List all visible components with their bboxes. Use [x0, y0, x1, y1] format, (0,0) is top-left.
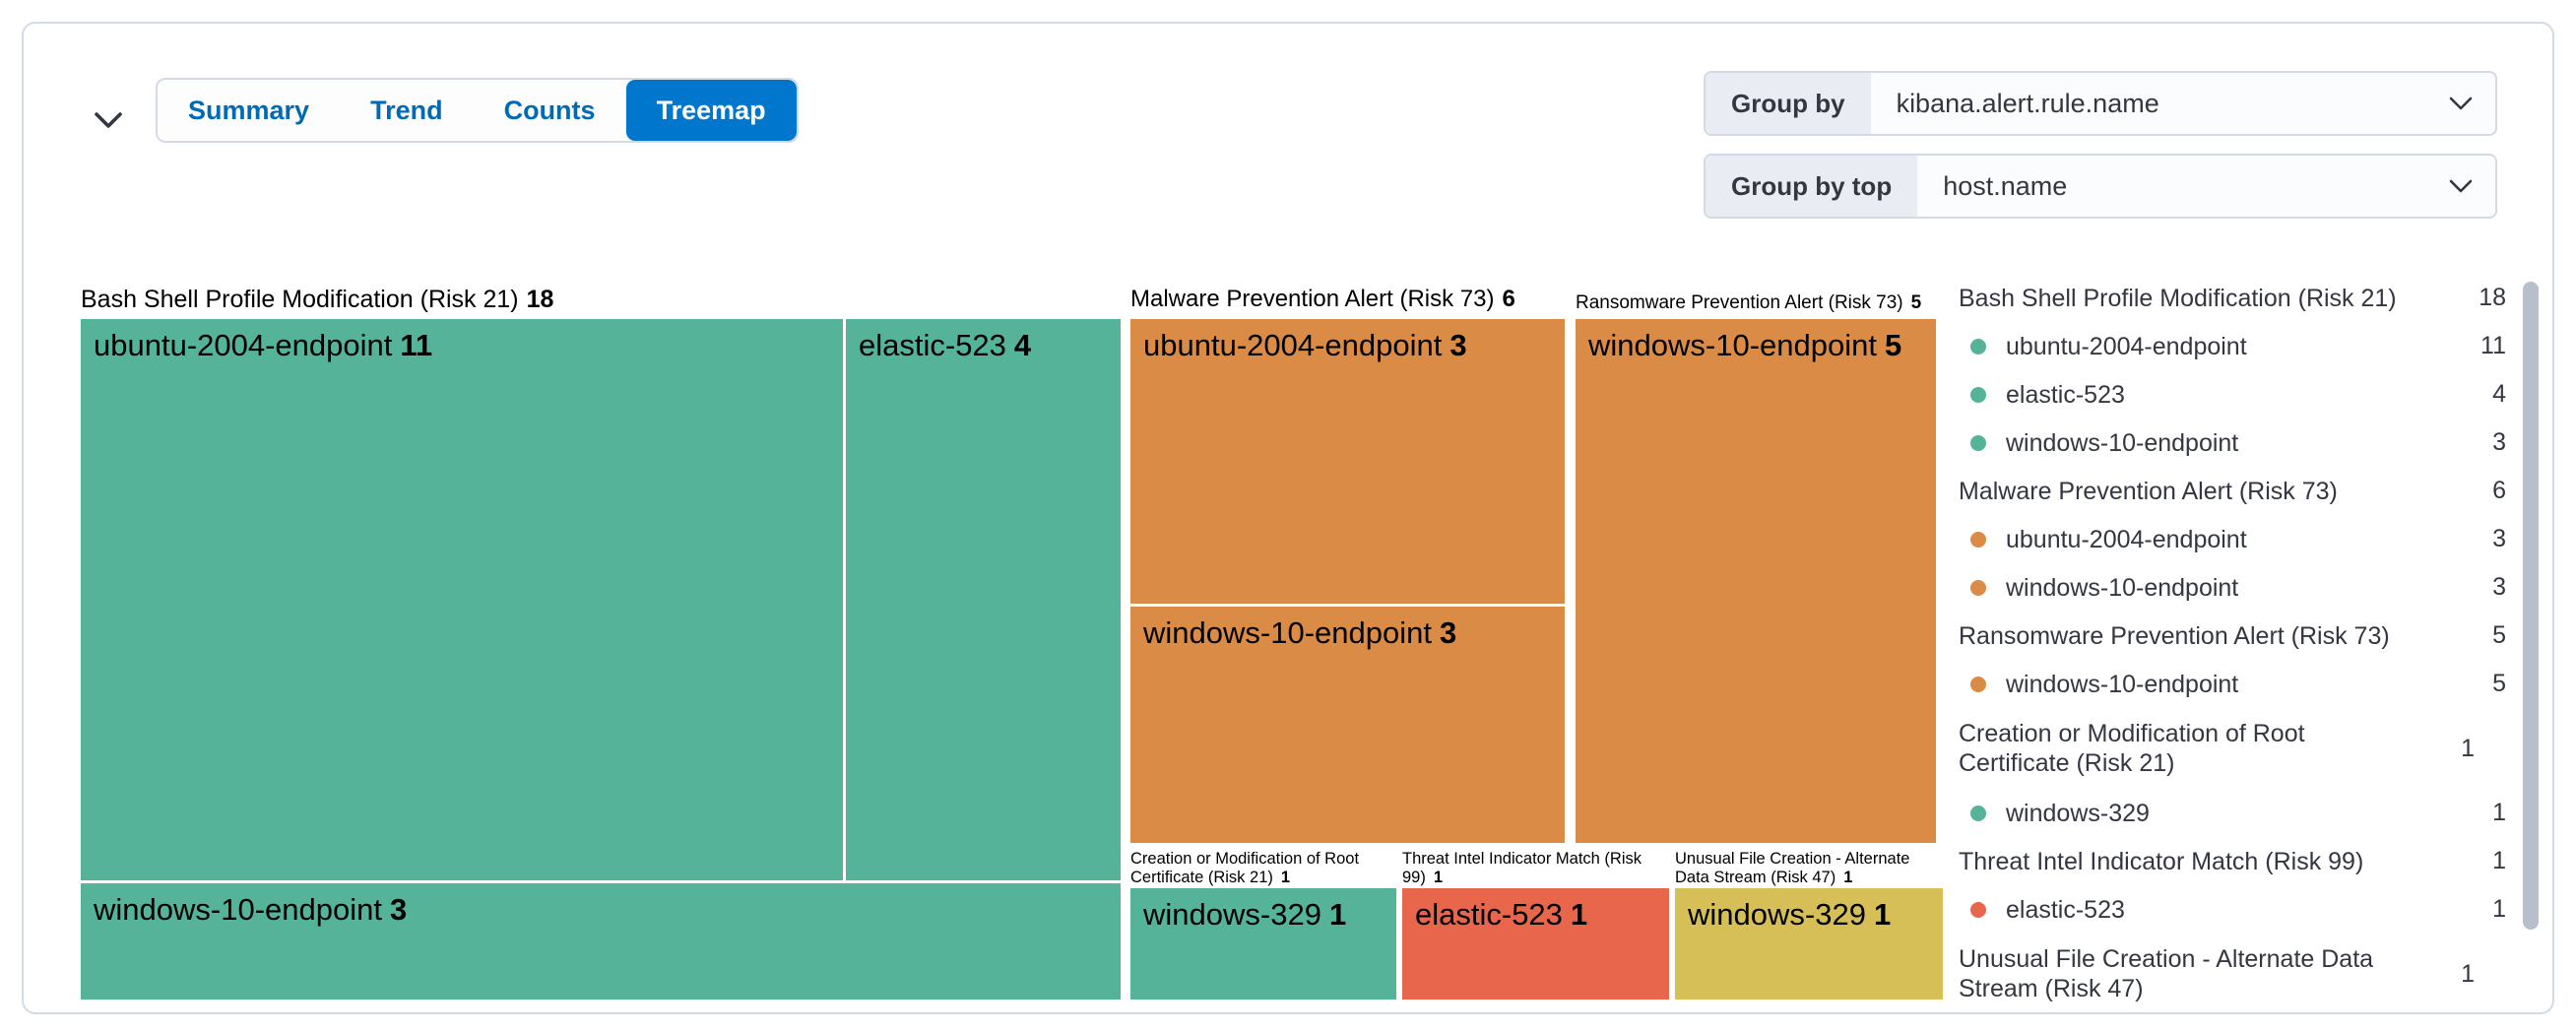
legend-color-dot: [1970, 676, 1986, 692]
treemap-cell[interactable]: elastic-523 4: [846, 319, 1121, 880]
treemap-group-header: Malware Prevention Alert (Risk 73) 6: [1130, 286, 1515, 313]
legend-color-dot: [1970, 338, 1986, 355]
legend-color-dot: [1970, 531, 1986, 548]
legend-group-item[interactable]: Threat Intel Indicator Match (Risk 99) 1: [1959, 847, 2506, 875]
legend-item[interactable]: ubuntu-2004-endpoint 3: [1959, 515, 2506, 563]
legend-color-dot: [1970, 901, 1986, 918]
treemap-cell[interactable]: windows-329 1: [1675, 888, 1943, 1000]
collapse-section-button[interactable]: [85, 98, 132, 142]
legend-group-item[interactable]: Malware Prevention Alert (Risk 73) 6: [1959, 477, 2506, 505]
treemap-group-header: Bash Shell Profile Modification (Risk 21…: [81, 286, 554, 313]
treemap-cell[interactable]: ubuntu-2004-endpoint 11: [81, 319, 843, 880]
tab-trend[interactable]: Trend: [340, 80, 474, 141]
group-by-top-select[interactable]: Group by top host.name: [1704, 154, 2497, 219]
treemap-cell[interactable]: windows-10-endpoint 3: [1130, 607, 1565, 843]
legend-group-item[interactable]: Bash Shell Profile Modification (Risk 21…: [1959, 284, 2506, 312]
treemap-group-header: Threat Intel Indicator Match (Risk 99) 1: [1402, 850, 1642, 886]
chevron-down-icon: [2448, 156, 2495, 217]
chevron-down-icon: [2448, 73, 2495, 134]
treemap-group-header: Ransomware Prevention Alert (Risk 73) 5: [1576, 291, 1922, 313]
legend-group-item[interactable]: Unusual File Creation - Alternate Data S…: [1959, 945, 2475, 1002]
legend-scrollbar[interactable]: [2523, 282, 2539, 930]
legend-color-dot: [1970, 579, 1986, 596]
legend-item[interactable]: elastic-523 1: [1959, 885, 2506, 934]
legend-item[interactable]: windows-329 1: [1959, 789, 2506, 837]
legend-item[interactable]: windows-10-endpoint 5: [1959, 660, 2506, 708]
chart-view-button-group: Summary Trend Counts Treemap: [156, 78, 799, 143]
group-by-label: Group by: [1706, 73, 1871, 134]
group-by-top-label: Group by top: [1706, 156, 1918, 217]
legend-item[interactable]: elastic-523 4: [1959, 370, 2506, 419]
tab-counts[interactable]: Counts: [474, 80, 626, 141]
legend-group-item[interactable]: Ransomware Prevention Alert (Risk 73) 5: [1959, 621, 2506, 650]
tab-summary[interactable]: Summary: [158, 80, 340, 141]
treemap-group-header: Creation or Modification of Root Certifi…: [1130, 850, 1360, 886]
group-by-value: kibana.alert.rule.name: [1896, 88, 2159, 118]
group-by-top-value: host.name: [1943, 170, 2068, 201]
treemap-cell[interactable]: windows-10-endpoint 3: [81, 883, 1121, 1000]
legend-item[interactable]: windows-10-endpoint 3: [1959, 419, 2506, 467]
legend-item[interactable]: ubuntu-2004-endpoint 11: [1959, 322, 2506, 370]
treemap-cell[interactable]: elastic-523 1: [1402, 888, 1669, 1000]
legend-item[interactable]: windows-10-endpoint 3: [1959, 563, 2506, 612]
treemap-cell[interactable]: ubuntu-2004-endpoint 3: [1130, 319, 1565, 604]
treemap-cell[interactable]: windows-10-endpoint 5: [1576, 319, 1936, 843]
treemap-group-header: Unusual File Creation - Alternate Data S…: [1675, 850, 1910, 886]
legend-group-item[interactable]: Creation or Modification of Root Certifi…: [1959, 720, 2475, 777]
legend-color-dot: [1970, 805, 1986, 821]
legend-color-dot: [1970, 386, 1986, 403]
treemap-legend: Bash Shell Profile Modification (Risk 21…: [1959, 274, 2506, 1014]
group-by-select[interactable]: Group by kibana.alert.rule.name: [1704, 71, 2497, 136]
legend-color-dot: [1970, 434, 1986, 451]
tab-treemap[interactable]: Treemap: [625, 80, 797, 141]
chevron-down-icon: [93, 109, 124, 131]
alerts-panel: Summary Trend Counts Treemap Group by ki…: [22, 22, 2554, 1014]
treemap-cell[interactable]: windows-329 1: [1130, 888, 1396, 1000]
